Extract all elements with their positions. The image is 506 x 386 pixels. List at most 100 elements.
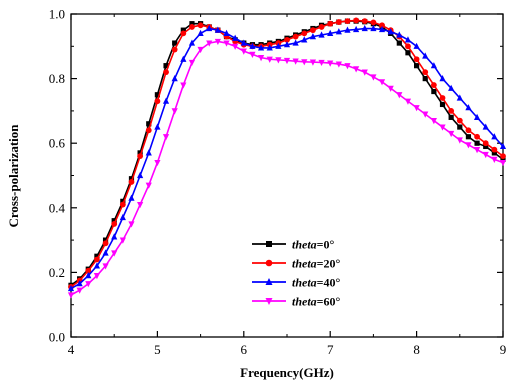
data-point-circle: [119, 201, 126, 208]
data-point-square: [448, 114, 454, 120]
data-point-triangle-up: [102, 249, 109, 256]
data-point-square: [120, 198, 126, 204]
x-axis-label: Frequency(GHz): [240, 365, 334, 380]
data-point-square: [146, 121, 152, 127]
data-point-square: [102, 237, 109, 243]
data-point-triangle-up: [128, 194, 135, 201]
data-point-triangle-down: [128, 221, 135, 228]
data-point-triangle-up: [249, 42, 256, 49]
data-point-triangle-down: [188, 59, 196, 67]
data-point-triangle-down: [491, 156, 498, 163]
data-point-circle: [327, 20, 334, 27]
data-point-circle: [439, 95, 446, 101]
data-point-circle: [430, 82, 437, 88]
data-point-circle: [370, 19, 377, 26]
data-point-circle: [344, 18, 351, 25]
y-tick-label: 0.8: [49, 71, 65, 86]
data-point-triangle-down: [335, 61, 342, 68]
data-point-triangle-up: [422, 52, 429, 59]
data-point-triangle-up: [232, 34, 239, 41]
data-point-triangle-up: [180, 55, 187, 62]
data-point-triangle-up: [67, 284, 75, 292]
data-point-triangle-up: [387, 28, 394, 35]
data-point-square: [491, 150, 497, 156]
data-point-square: [431, 88, 437, 95]
data-point-circle: [197, 22, 204, 29]
data-point-triangle-up: [456, 94, 463, 101]
data-point-triangle-up: [430, 62, 437, 69]
data-point-triangle-down: [249, 51, 256, 58]
data-point-triangle-up: [404, 36, 412, 43]
data-point-square: [163, 63, 169, 69]
data-point-triangle-down: [309, 59, 317, 66]
data-point-triangle-down: [197, 46, 204, 54]
data-point-triangle-down: [76, 287, 83, 294]
data-point-triangle-up: [188, 39, 196, 46]
data-point-triangle-up: [171, 75, 178, 82]
data-point-square: [439, 101, 446, 108]
data-point-triangle-up: [197, 29, 204, 36]
data-point-circle: [482, 140, 489, 147]
data-point-triangle-down: [171, 108, 178, 115]
data-point-triangle-up: [465, 104, 472, 111]
series-line: [70, 27, 504, 290]
data-point-triangle-up: [353, 25, 360, 33]
data-point-square: [111, 218, 117, 224]
data-point-circle: [456, 117, 463, 124]
legend-item: theta=0°: [252, 238, 335, 252]
data-point-triangle-down: [223, 40, 230, 47]
data-point-triangle-up: [240, 39, 247, 46]
data-point-triangle-down: [67, 292, 75, 299]
data-point-triangle-up: [275, 42, 282, 49]
data-point-triangle-down: [465, 142, 472, 149]
data-point-triangle-down: [456, 137, 463, 144]
data-point-triangle-up: [448, 84, 455, 91]
data-point-square: [483, 143, 489, 150]
data-point-circle: [102, 240, 109, 247]
data-point-triangle-up: [309, 33, 317, 40]
data-point-circle: [154, 98, 161, 105]
data-point-circle: [163, 69, 169, 76]
data-point-triangle-up: [111, 233, 118, 240]
data-point-triangle-up: [257, 44, 265, 51]
legend-label: theta=20°: [292, 257, 341, 271]
data-point-triangle-down: [93, 273, 101, 280]
data-point-square: [422, 76, 428, 82]
data-point-triangle-down: [387, 85, 394, 92]
data-point-triangle-down: [111, 250, 118, 257]
data-point-circle: [318, 24, 325, 30]
data-point-triangle-up: [473, 113, 481, 120]
data-point-triangle-down: [318, 59, 325, 67]
data-point-triangle-down: [439, 124, 446, 131]
x-tick-label: 8: [413, 342, 420, 357]
data-point-square: [405, 50, 411, 56]
data-point-triangle-up: [154, 123, 161, 130]
data-point-triangle-up: [93, 262, 101, 269]
data-point-triangle-up: [292, 39, 299, 46]
data-point-circle: [301, 30, 308, 37]
data-point-triangle-up: [344, 26, 351, 33]
data-point-triangle-down: [266, 56, 273, 63]
data-point-circle: [85, 267, 92, 274]
data-point-triangle-down: [482, 151, 489, 159]
data-point-circle: [284, 36, 290, 43]
data-point-circle: [128, 179, 135, 185]
data-point-circle: [189, 24, 195, 30]
data-point-triangle-up: [439, 75, 446, 82]
data-point-triangle-down: [180, 82, 187, 89]
x-tick-label: 5: [154, 342, 161, 357]
data-point-triangle-up: [413, 42, 420, 49]
data-point-square: [189, 21, 195, 27]
data-point-square: [137, 150, 143, 156]
data-point-circle: [465, 127, 472, 134]
data-point-circle: [180, 30, 187, 37]
data-point-square: [465, 134, 472, 140]
data-point-triangle-up: [482, 123, 489, 130]
data-point-triangle-down: [301, 59, 308, 66]
data-point-triangle-up: [145, 149, 152, 156]
data-point-circle: [379, 22, 385, 29]
data-point-circle: [94, 256, 100, 263]
data-point-circle: [292, 33, 299, 40]
data-point-triangle-up: [283, 41, 291, 48]
